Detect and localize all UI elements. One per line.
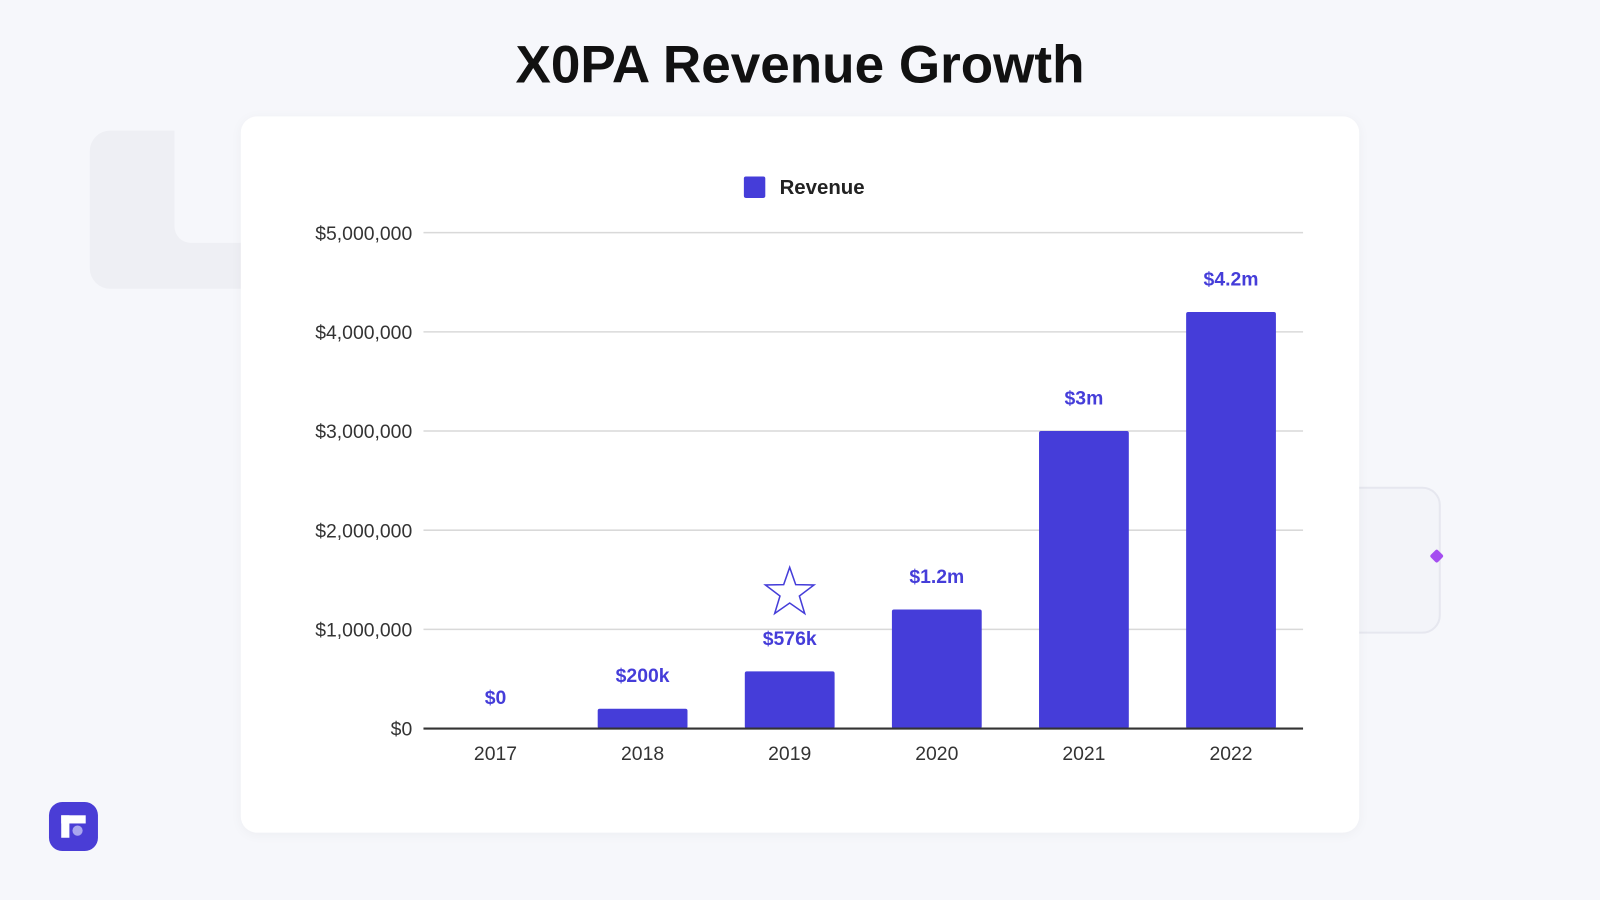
- legend-swatch: [743, 176, 766, 198]
- data-label: $1.2m: [909, 566, 964, 588]
- y-tick-label: $0: [391, 719, 413, 741]
- star-icon: [763, 565, 817, 616]
- x-tick-label: 2017: [474, 743, 517, 765]
- x-tick-label: 2020: [915, 743, 958, 765]
- x-tick-label: 2018: [621, 743, 664, 765]
- bar-2020: [891, 609, 982, 729]
- page-title: X0PA Revenue Growth: [515, 35, 1085, 95]
- bar-2021: [1039, 431, 1129, 729]
- bar-2018: [597, 708, 688, 729]
- logo-icon: [48, 802, 98, 852]
- data-label: $3m: [1065, 387, 1104, 409]
- y-tick-label: $1,000,000: [315, 620, 412, 642]
- legend-label: Revenue: [780, 177, 865, 199]
- x-tick-label: 2019: [768, 743, 811, 765]
- x-tick-label: 2022: [1209, 743, 1252, 765]
- y-tick-label: $3,000,000: [315, 421, 412, 443]
- bar-2019: [744, 671, 835, 729]
- y-tick-label: $5,000,000: [315, 223, 412, 245]
- data-label: $0: [485, 687, 507, 709]
- data-label: $4.2m: [1204, 268, 1259, 290]
- data-label: $200k: [616, 665, 670, 687]
- bar-2022: [1186, 311, 1276, 729]
- x-tick-label: 2021: [1062, 743, 1105, 765]
- y-tick-label: $2,000,000: [315, 520, 412, 542]
- data-label: $576k: [763, 628, 817, 650]
- y-tick-label: $4,000,000: [315, 322, 412, 344]
